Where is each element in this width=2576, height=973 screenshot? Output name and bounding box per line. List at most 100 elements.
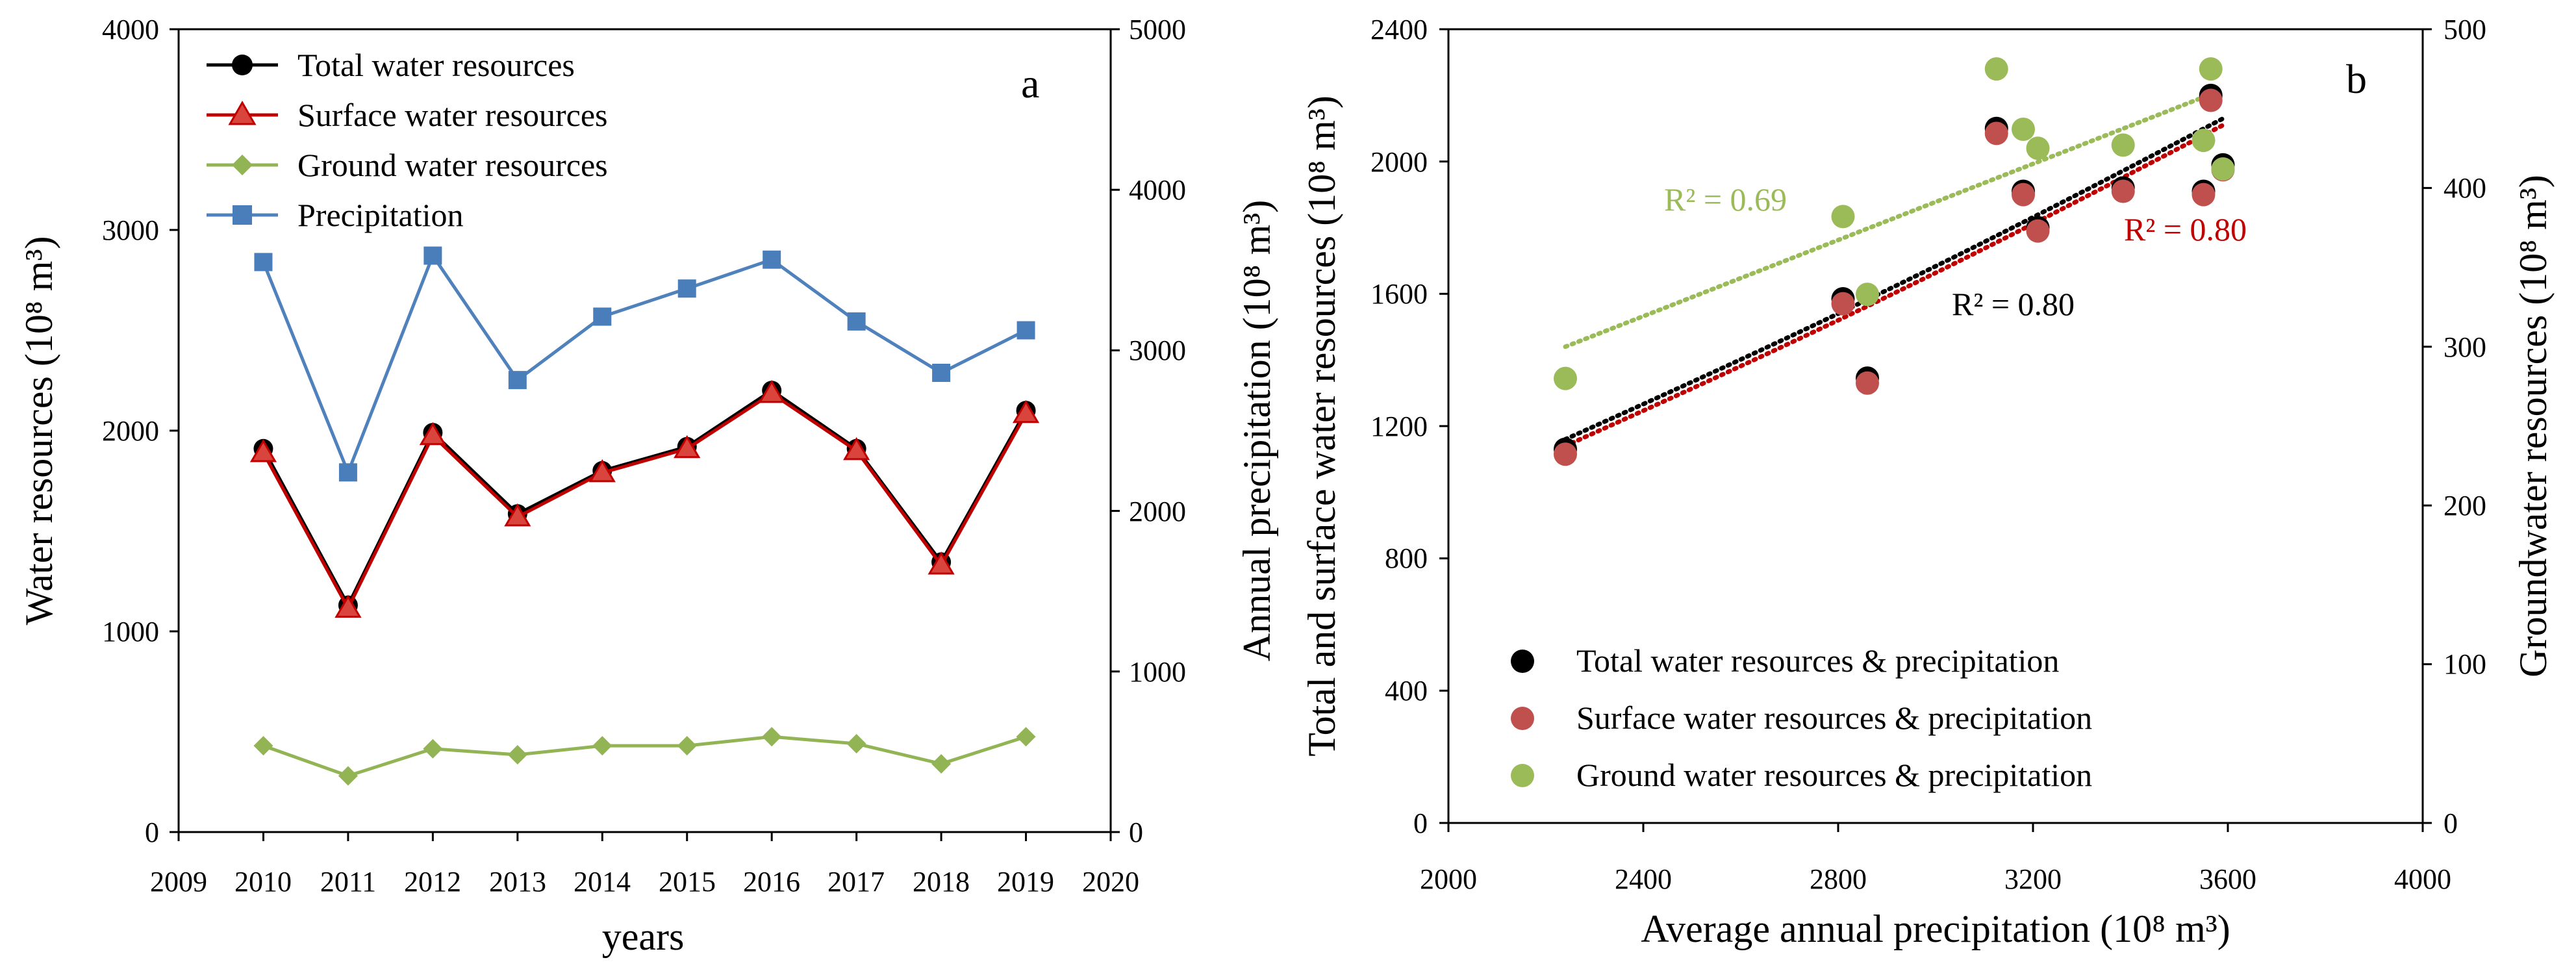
panel-b-ticks	[1439, 28, 2432, 832]
a-x-tick-label: 2011	[320, 866, 376, 898]
b-x-tick-label: 3200	[2004, 863, 2062, 895]
legend-square-marker	[233, 205, 252, 225]
b-right-y-tick-label: 100	[2443, 648, 2486, 680]
a-marker-precipitation	[1017, 321, 1035, 340]
a-marker-precipitation	[254, 253, 273, 272]
b-x-tick-label: 2000	[1420, 863, 1477, 895]
legend-triangle-marker	[228, 100, 257, 125]
b-point-surface	[2191, 183, 2216, 207]
a-x-tick-label: 2018	[913, 866, 970, 898]
a-marker-ground	[677, 736, 697, 756]
a-x-tick-label: 2009	[150, 866, 207, 898]
a-marker-surface	[249, 439, 277, 462]
a-marker-surface	[588, 459, 616, 483]
panel-b-points	[1554, 57, 2235, 466]
b-point-ground	[2012, 117, 2035, 141]
legend-label-total: Total water resources	[297, 47, 575, 83]
r2-label-total: R² = 0.80	[1952, 286, 2075, 322]
a-left-y-tick-label: 2000	[102, 415, 159, 447]
legend-label-surface: Surface water resources	[297, 97, 608, 133]
legend-label-surface-scatter: Surface water resources & precipitation	[1576, 700, 2092, 736]
legend-label-ground: Ground water resources	[297, 147, 608, 183]
a-marker-precipitation	[932, 364, 951, 383]
panel-b-right-y-tick-labels: 0 100 200 300 400 500	[2443, 14, 2486, 839]
legend-item-precip: Precipitation	[207, 197, 464, 233]
legend-label-total-scatter: Total water resources & precipitation	[1576, 642, 2059, 679]
legend-label-ground-scatter: Ground water resources & precipitation	[1576, 757, 2092, 793]
panel-a-x-tick-labels: 2009 2010 2011 2012 2013 2014 2015 2016 …	[150, 866, 1139, 898]
a-x-tick-label: 2010	[234, 866, 292, 898]
b-left-y-tick-label: 800	[1385, 542, 1428, 574]
b-point-surface	[2199, 88, 2223, 112]
b-point-ground	[1856, 283, 1879, 307]
b-left-y-tick-label: 1200	[1370, 411, 1428, 442]
b-trendline-total	[1563, 116, 2225, 442]
b-point-ground	[2026, 136, 2050, 160]
a-right-y-tick-label: 1000	[1129, 656, 1186, 688]
a-marker-ground	[762, 727, 782, 747]
b-x-tick-label: 4000	[2394, 863, 2451, 895]
a-right-y-tick-label: 3000	[1129, 335, 1186, 366]
b-point-ground	[2191, 129, 2216, 153]
panel-a-series	[249, 246, 1040, 786]
panel-a-letter: a	[1021, 60, 1039, 107]
a-marker-surface	[419, 422, 446, 446]
r2-label-surface: R² = 0.80	[2124, 211, 2247, 247]
panel-a-right-y-tick-labels: 0 1000 2000 3000 4000 5000	[1129, 14, 1186, 848]
legend-item-surface: Surface water resources	[207, 97, 608, 133]
b-right-y-tick-label: 500	[2443, 14, 2486, 45]
panel-b-x-tick-labels: 2000 2400 2800 3200 3600 4000	[1420, 863, 2451, 895]
b-left-y-tick-label: 2000	[1370, 146, 1428, 178]
b-x-tick-label: 3600	[2199, 863, 2256, 895]
panel-b-legend: Total water resources & precipitation Su…	[1511, 642, 2092, 793]
b-point-surface	[1831, 292, 1855, 316]
a-marker-surface	[758, 379, 785, 403]
a-marker-surface	[928, 551, 955, 575]
a-right-y-tick-label: 2000	[1129, 496, 1186, 527]
legend-label-precip: Precipitation	[297, 197, 464, 233]
legend-item-total: Total water resources	[207, 47, 575, 83]
a-marker-ground	[338, 766, 358, 786]
b-right-y-tick-label: 0	[2443, 807, 2458, 839]
a-marker-surface	[504, 503, 531, 527]
a-series-line-ground	[262, 735, 1027, 777]
a-x-tick-label: 2019	[997, 866, 1054, 898]
b-x-tick-label: 2400	[1615, 863, 1672, 895]
a-marker-precipitation	[593, 307, 612, 326]
a-x-tick-label: 2014	[574, 866, 631, 898]
a-left-y-tick-label: 1000	[102, 616, 159, 648]
b-left-y-tick-label: 1600	[1370, 278, 1428, 310]
a-right-y-tick-label: 5000	[1129, 14, 1186, 45]
a-x-tick-label: 2017	[827, 866, 885, 898]
a-x-tick-label: 2020	[1082, 866, 1139, 898]
a-left-y-tick-label: 0	[145, 816, 159, 848]
b-point-surface	[2111, 179, 2135, 203]
b-right-y-tick-label: 300	[2443, 331, 2486, 363]
a-x-tick-label: 2012	[404, 866, 461, 898]
a-right-y-tick-label: 0	[1129, 816, 1143, 848]
a-marker-surface	[1012, 399, 1040, 423]
a-marker-precipitation	[423, 246, 442, 265]
panel-a-ticks	[170, 28, 1120, 841]
b-right-y-tick-label: 200	[2443, 490, 2486, 522]
a-left-y-tick-label: 4000	[102, 14, 159, 45]
a-x-tick-label: 2013	[489, 866, 546, 898]
a-marker-surface	[335, 594, 362, 618]
b-left-y-tick-label: 400	[1385, 675, 1428, 707]
b-point-ground	[2199, 57, 2223, 81]
b-trendline-ground	[1563, 87, 2225, 349]
b-point-ground	[1984, 57, 2008, 81]
legend-point-total	[1511, 650, 1534, 673]
b-point-surface	[2026, 219, 2050, 243]
panel-b-letter: b	[2346, 56, 2367, 102]
b-x-axis-title: Average annual precipitation (10⁸ m³)	[1641, 907, 2230, 950]
a-marker-precipitation	[763, 250, 781, 269]
b-left-y-tick-label: 2400	[1370, 14, 1428, 45]
a-marker-precipitation	[847, 312, 866, 331]
b-x-tick-label: 2800	[1810, 863, 1867, 895]
a-marker-ground	[253, 736, 273, 756]
panel-a-plot-frame	[177, 28, 1112, 833]
a-series-line-precipitation	[262, 254, 1027, 474]
b-right-y-axis-title: Groundwater resources (10⁸ m³)	[2512, 175, 2555, 677]
